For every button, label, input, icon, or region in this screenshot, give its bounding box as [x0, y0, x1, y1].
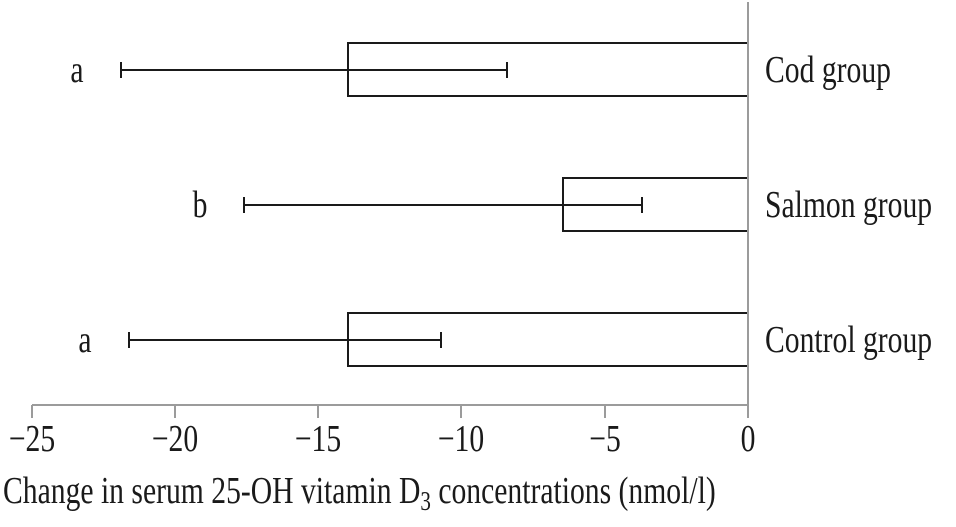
- error-bar-cap-high: [440, 331, 443, 348]
- x-axis-tick: [747, 405, 749, 418]
- significance-letter: b: [192, 183, 208, 226]
- x-axis-caption: Change in serum 25-OH vitamin D3 concent…: [3, 470, 716, 517]
- category-label-control-group: Control group: [765, 318, 933, 361]
- x-tick-label: 0: [740, 418, 756, 460]
- caption-tail: concentrations (nmol/l): [430, 470, 716, 512]
- error-bar-cap-low: [128, 331, 131, 348]
- significance-letter: a: [69, 48, 84, 91]
- significance-letter: a: [78, 318, 92, 361]
- x-tick-label: −20: [151, 418, 199, 460]
- x-axis-tick: [603, 405, 606, 418]
- error-bar-line: [129, 338, 442, 341]
- caption-text: Change in serum 25-OH vitamin D: [3, 470, 421, 512]
- zero-baseline: [747, 2, 749, 418]
- category-label-salmon-group: Salmon group: [765, 183, 933, 226]
- x-axis-tick: [460, 405, 463, 418]
- x-axis-tick: [30, 405, 33, 418]
- x-tick-label: −5: [588, 418, 621, 460]
- x-tick-label: −15: [295, 418, 342, 460]
- category-label-cod-group: Cod group: [765, 48, 891, 91]
- x-tick-label: −10: [438, 418, 485, 460]
- caption-subscript: 3: [420, 486, 431, 516]
- x-tick-label: −25: [8, 418, 55, 460]
- error-bar-cap-low: [119, 61, 122, 78]
- error-bar-cap-low: [242, 196, 245, 213]
- error-bar-cap-high: [640, 196, 643, 213]
- x-axis-tick: [173, 405, 176, 418]
- error-bar-line: [120, 68, 508, 71]
- x-axis-line: [31, 404, 748, 406]
- error-bar-line: [243, 203, 642, 206]
- error-bar-cap-high: [506, 61, 509, 78]
- x-axis-tick: [317, 405, 320, 418]
